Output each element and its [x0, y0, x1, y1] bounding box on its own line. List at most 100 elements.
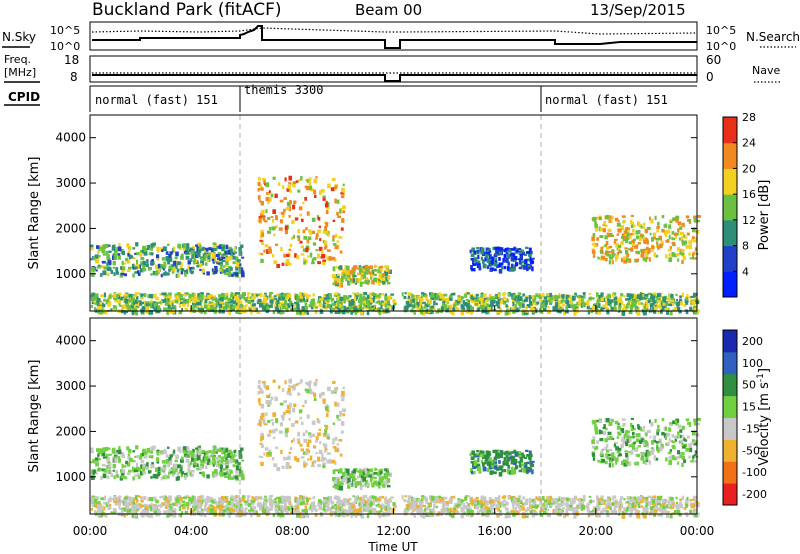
- power-cell: [524, 253, 528, 256]
- power-cell: [108, 294, 112, 299]
- power-cell: [428, 300, 432, 304]
- power-cell: [302, 248, 307, 252]
- velocity-cell: [118, 505, 121, 510]
- power-cell: [301, 307, 305, 312]
- velocity-cell: [368, 498, 371, 503]
- velocity-cell: [650, 499, 654, 503]
- power-cell: [423, 305, 427, 309]
- power-cell: [643, 305, 647, 311]
- power-cell: [386, 297, 390, 303]
- velocity-cell: [347, 510, 352, 516]
- power-cell: [153, 307, 158, 311]
- velocity-cell: [227, 475, 231, 480]
- velocity-cell: [547, 508, 550, 512]
- power-cell: [578, 303, 583, 307]
- velocity-cell: [156, 451, 160, 456]
- power-cell: [484, 306, 487, 311]
- power-cell: [642, 310, 647, 316]
- power-cell: [259, 292, 263, 298]
- velocity-cell: [185, 450, 189, 455]
- velocity-cell: [351, 506, 355, 512]
- velocity-cell: [202, 461, 207, 464]
- power-cell: [281, 303, 285, 307]
- power-cell: [379, 277, 384, 281]
- nave-tick-top: 60: [706, 53, 721, 67]
- power-cell: [213, 252, 216, 255]
- velocity-cell: [517, 498, 520, 503]
- velocity-cell: [228, 511, 233, 515]
- power-cell: [622, 256, 627, 260]
- velocity-cell: [199, 471, 204, 475]
- power-cell: [658, 305, 662, 309]
- power-cell: [219, 300, 224, 306]
- power-cell: [263, 249, 266, 253]
- power-cell: [186, 292, 189, 295]
- velocity-cell: [164, 500, 167, 506]
- power-cell: [414, 294, 418, 298]
- velocity-cell: [529, 510, 533, 515]
- velocity-cell: [337, 513, 341, 518]
- power-cell: [282, 305, 286, 310]
- velocity-cell: [223, 472, 227, 476]
- velocity-cell: [224, 453, 228, 458]
- power-cell: [204, 262, 208, 266]
- power-cell: [107, 260, 112, 265]
- velocity-cell: [664, 510, 669, 514]
- velocity-cell: [504, 501, 508, 505]
- power-cell: [498, 262, 503, 268]
- power-cell: [469, 310, 472, 314]
- power-cell: [348, 300, 352, 306]
- velocity-cell: [141, 509, 146, 514]
- power-cell: [539, 299, 543, 302]
- power-cell: [365, 305, 369, 308]
- velocity-cell: [473, 498, 477, 501]
- power-cell: [157, 268, 161, 273]
- velocity-cell: [546, 512, 551, 518]
- velocity-cell: [96, 513, 100, 517]
- power-cell: [313, 178, 318, 184]
- power-cell: [292, 204, 296, 210]
- velocity-cell: [254, 509, 257, 513]
- power-cell: [202, 272, 206, 275]
- power-cell: [508, 248, 512, 251]
- power-cell: [591, 306, 595, 309]
- velocity-cell: [190, 474, 193, 478]
- velocity-cell: [533, 498, 537, 504]
- power-cell: [264, 244, 269, 248]
- velocity-cell: [387, 498, 392, 503]
- velocity-cell: [202, 475, 206, 478]
- power-cell: [176, 268, 180, 273]
- power-cell: [136, 270, 140, 274]
- velocity-cell: [299, 501, 303, 506]
- power-cell: [368, 306, 373, 312]
- velocity-cell: [90, 461, 93, 464]
- power-cell: [108, 250, 112, 253]
- velocity-cell: [157, 511, 161, 515]
- velocity-cell: [233, 453, 236, 457]
- power-cell: [284, 177, 287, 182]
- power-cell: [100, 310, 103, 315]
- power-cell: [131, 257, 136, 260]
- power-cell: [91, 301, 96, 305]
- velocity-cell: [114, 458, 118, 463]
- velocity-cell: [305, 497, 310, 502]
- power-cell: [119, 273, 123, 278]
- velocity-cell: [381, 505, 385, 510]
- velocity-cell: [368, 495, 372, 498]
- power-cell: [326, 206, 330, 210]
- power-cell: [272, 176, 276, 180]
- velocity-cell: [283, 502, 287, 508]
- power-cell: [201, 268, 205, 273]
- power-cell: [561, 299, 565, 303]
- power-cell: [182, 248, 186, 251]
- power-cell: [241, 256, 245, 259]
- power-cell: [457, 300, 461, 304]
- velocity-cell: [694, 512, 699, 518]
- power-cell: [260, 233, 263, 239]
- power-cell: [615, 254, 619, 260]
- power-cell: [656, 293, 661, 298]
- power-cell: [513, 266, 516, 271]
- power-cell: [200, 294, 204, 298]
- power-cell: [615, 257, 618, 262]
- velocity-cell: [696, 503, 700, 507]
